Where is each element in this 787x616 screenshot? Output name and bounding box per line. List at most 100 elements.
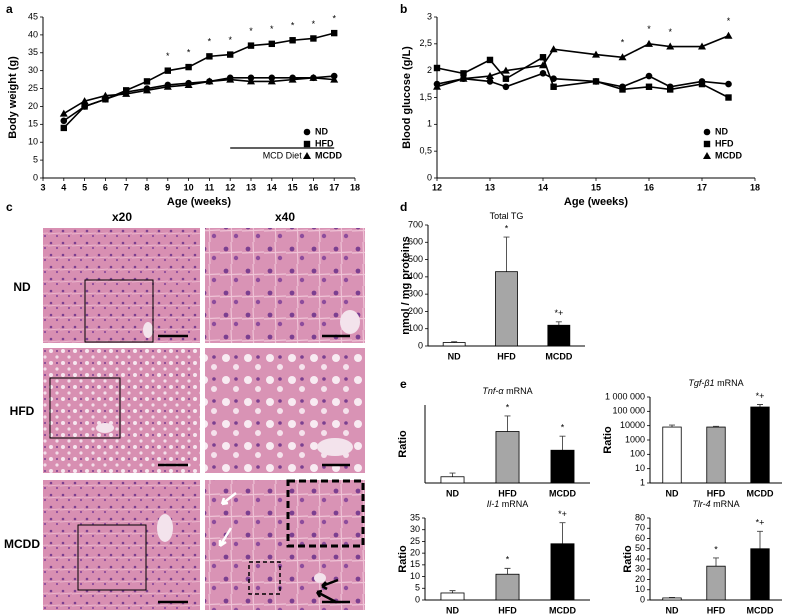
x-tick-label: ND <box>666 605 679 615</box>
y-tick-label: 30 <box>410 524 420 534</box>
significance: * <box>291 21 295 31</box>
marker <box>502 83 510 91</box>
bar <box>706 565 726 601</box>
y-tick-label: 45 <box>28 11 38 21</box>
y-tick-label: 3 <box>427 11 432 21</box>
marker <box>539 61 547 69</box>
bar <box>750 548 770 601</box>
y-tick-label: 0 <box>415 594 420 604</box>
significance: * <box>208 37 212 47</box>
x-tick-label: ND <box>446 605 459 615</box>
vessel <box>314 573 326 583</box>
marker <box>486 78 494 85</box>
scale-bars <box>158 334 350 604</box>
y-tick-label: 10 <box>28 137 38 147</box>
marker <box>539 54 547 61</box>
marker <box>725 80 732 88</box>
error-bar <box>559 435 566 451</box>
error-bar <box>449 472 456 477</box>
legend-label: MCDD <box>315 150 342 160</box>
bar <box>706 426 726 484</box>
bar <box>442 342 466 347</box>
x-tick-label: 15 <box>591 182 601 192</box>
significance: *+ <box>558 509 567 519</box>
y-tick-label: 200 <box>408 306 423 316</box>
inset-box <box>84 279 154 343</box>
series-line <box>436 35 729 88</box>
marker <box>205 77 214 85</box>
inset-box <box>49 377 121 439</box>
marker <box>309 73 318 81</box>
vessel <box>96 423 114 433</box>
error-bar <box>555 321 562 326</box>
marker <box>618 53 627 61</box>
legend-marker <box>303 152 311 159</box>
significance: * <box>727 16 731 26</box>
x-tick-label: 13 <box>246 182 256 192</box>
x-tick-label: HFD <box>497 351 516 361</box>
legend-label: HFD <box>715 138 734 148</box>
series-line <box>436 56 729 99</box>
marker <box>81 103 88 110</box>
significance: * <box>621 38 625 48</box>
significance: * <box>270 24 274 34</box>
gene-name: Tnf-α <box>482 386 504 396</box>
histology-panel: c x20 x40 ND HFD MCDD <box>4 200 365 610</box>
panel-letter: b <box>400 2 407 16</box>
x-tick-label: MCDD <box>545 351 572 361</box>
y-tick-label: 1,5 <box>419 92 432 102</box>
panel-letter: e <box>400 377 407 391</box>
marker <box>502 75 510 82</box>
significance: *+ <box>554 308 563 318</box>
y-tick-label: 15 <box>410 559 420 569</box>
marker <box>143 86 151 94</box>
y-axis-label: Ratio <box>622 545 634 573</box>
legend-marker <box>703 140 711 148</box>
title-text: Total TG <box>490 211 524 221</box>
gene-name: Tlr-4 <box>692 499 710 509</box>
marker <box>433 64 441 72</box>
y-axis-label: nmol / mg proteins <box>400 236 412 334</box>
marker <box>486 56 494 64</box>
bar <box>550 543 575 601</box>
x-tick-label: MCDD <box>747 488 774 498</box>
y-tick-label: 100 000 <box>612 406 645 416</box>
y-axis-label: Body weight (g) <box>7 56 19 139</box>
significance: * <box>166 51 170 61</box>
x-tick-label: ND <box>446 488 459 498</box>
y-tick-label: 100 <box>408 323 423 333</box>
x-tick-label: 14 <box>267 182 277 192</box>
x-tick-label: 6 <box>103 182 108 192</box>
x-tick-label: ND <box>666 488 679 498</box>
x-tick-label: MCDD <box>549 605 576 615</box>
x-tick-label: 11 <box>205 182 215 192</box>
y-tick-label: 1 000 000 <box>605 391 645 401</box>
marker <box>185 63 192 71</box>
x-tick-label: 7 <box>124 182 129 192</box>
marker <box>666 42 675 50</box>
marker <box>184 80 193 88</box>
chart-title: Total TG <box>490 211 524 221</box>
x-axis-label: Age (weeks) <box>564 196 629 208</box>
series-line <box>63 77 335 115</box>
legend-marker <box>703 152 711 159</box>
legend-marker <box>303 128 311 136</box>
legend-marker <box>303 140 311 148</box>
marker <box>698 80 706 88</box>
y-tick-label: 1000 <box>625 434 645 444</box>
marker <box>268 40 275 48</box>
bar <box>495 271 518 347</box>
vessel <box>340 310 360 334</box>
y-tick-label: 60 <box>635 533 645 543</box>
marker <box>288 75 297 83</box>
y-tick-label: 40 <box>28 29 38 39</box>
marker <box>725 94 732 101</box>
marker <box>289 37 296 44</box>
significance: * <box>332 13 336 23</box>
y-tick-label: 1 <box>427 119 432 129</box>
marker <box>592 50 600 58</box>
error-bar <box>757 530 763 549</box>
gene-name: Tgf-β1 <box>688 378 714 388</box>
dashed-box <box>248 561 281 595</box>
marker <box>310 35 317 42</box>
